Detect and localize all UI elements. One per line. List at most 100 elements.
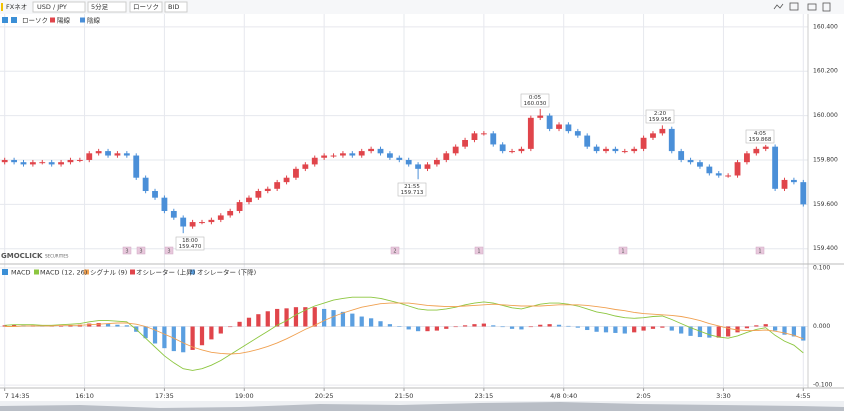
oscillator-bar — [68, 325, 73, 327]
oscillator-bar — [594, 326, 599, 332]
legend-icon — [2, 17, 8, 23]
oscillator-bar — [491, 325, 496, 327]
candle-body — [424, 164, 431, 169]
candle-body — [584, 135, 591, 147]
x-tick-label: 4:55 — [796, 392, 811, 400]
candle-body — [490, 133, 497, 145]
oscillator-bar — [688, 326, 693, 336]
oscillator-bar — [726, 326, 731, 337]
x-tick-label: 2:05 — [636, 392, 651, 400]
oscillator-bar — [782, 326, 787, 335]
candle-body — [340, 153, 346, 156]
oscillator-bar — [462, 325, 468, 327]
annotation-time: 2:20 — [654, 111, 667, 117]
oscillator-bar — [152, 326, 158, 344]
candle-body — [377, 148, 384, 154]
candle-body — [161, 197, 168, 211]
candle-body — [302, 164, 309, 169]
event-marker-label: 1 — [621, 248, 624, 254]
candle-body — [67, 159, 74, 163]
candle-body — [1, 159, 8, 163]
candle-body — [518, 148, 525, 152]
oscillator-bar — [585, 326, 590, 331]
candle-body — [264, 188, 271, 192]
candle-body — [659, 128, 666, 134]
candle-body — [433, 159, 440, 165]
oscillator-bar — [397, 326, 402, 327]
candle-body — [123, 153, 130, 156]
oscillator-bar — [105, 323, 111, 327]
candle-body — [471, 133, 478, 140]
candle-body — [612, 148, 619, 152]
y-tick-label: 160.000 — [813, 112, 838, 119]
candle-body — [29, 162, 36, 165]
oscillator-bar — [171, 326, 176, 352]
legend-label: オシレーター (上昇) — [136, 268, 195, 277]
candle-body — [593, 146, 600, 152]
candle-body — [311, 157, 318, 165]
oscillator-bar — [162, 326, 167, 349]
candle-body — [20, 162, 27, 165]
candle-body — [189, 222, 196, 227]
x-tick-label: 3:30 — [716, 392, 731, 400]
oscillator-bar — [754, 325, 759, 327]
oscillator-bar — [528, 326, 533, 328]
oscillator-bar — [773, 326, 778, 331]
watermark: GMOCLICK — [1, 252, 43, 260]
candle-body — [180, 217, 187, 227]
oscillator-bar — [387, 324, 393, 327]
oscillator-bar — [2, 325, 7, 327]
y-tick-label: 159.600 — [813, 201, 838, 208]
oscillator-bar — [650, 326, 656, 329]
event-marker-label: 1 — [758, 248, 761, 254]
event-marker-label: 3 — [139, 248, 142, 254]
candle-body — [753, 148, 760, 154]
candle-body — [527, 117, 534, 149]
candle-body — [452, 146, 459, 154]
candle-body — [199, 222, 205, 224]
oscillator-bar — [697, 326, 703, 338]
candle-body — [236, 202, 243, 211]
oscillator-bar — [444, 326, 449, 329]
y-tick-label: 159.400 — [813, 245, 838, 252]
toolbar-icons[interactable] — [773, 2, 831, 12]
legend-label: シグナル (9) — [90, 268, 127, 277]
oscillator-bar — [303, 307, 308, 327]
y-tick-label: -0.100 — [813, 382, 833, 389]
oscillator-bar — [331, 310, 336, 327]
oscillator-bar — [660, 326, 665, 328]
legend-icon — [2, 269, 8, 275]
oscillator-bar — [519, 326, 524, 330]
candle-body — [790, 179, 797, 183]
oscillator-bar — [801, 326, 806, 341]
event-marker-label: 2 — [393, 248, 396, 254]
legend-label: オシレーター (下降) — [197, 268, 256, 277]
pair-select[interactable] — [32, 1, 86, 13]
toolbar — [0, 0, 844, 14]
oscillator-bar — [415, 326, 421, 332]
oscillator-bar — [603, 326, 609, 333]
x-tick-label: 4/8 0:40 — [550, 392, 577, 400]
oscillator-bar — [275, 308, 280, 327]
oscillator-bar — [340, 311, 346, 327]
side-select[interactable] — [164, 1, 188, 13]
candle-body — [462, 140, 468, 147]
interval-select[interactable] — [87, 1, 127, 13]
candle-body — [283, 177, 290, 183]
style-select[interactable] — [129, 1, 163, 13]
oscillator-bar — [218, 326, 223, 334]
legend-swatch — [80, 17, 85, 23]
candle-body — [227, 210, 234, 216]
oscillator-bar — [556, 324, 562, 327]
oscillator-bar — [679, 326, 684, 334]
event-marker — [474, 246, 484, 255]
oscillator-bar — [735, 326, 740, 333]
candle-body — [86, 153, 93, 160]
candle-body — [640, 137, 647, 149]
x-tick-label: 17:35 — [155, 392, 174, 400]
annotation-box — [645, 109, 675, 124]
legend-swatch — [84, 269, 89, 275]
candle-body — [556, 124, 562, 129]
oscillator-bar — [613, 326, 618, 333]
event-marker-label: 3 — [167, 248, 170, 254]
